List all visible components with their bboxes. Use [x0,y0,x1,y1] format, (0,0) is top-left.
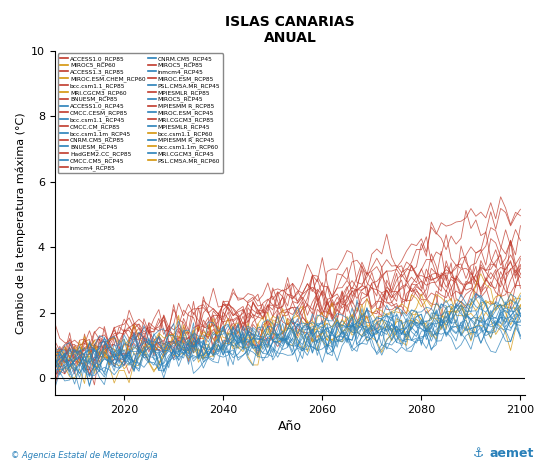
Text: © Agencia Estatal de Meteorología: © Agencia Estatal de Meteorología [11,451,158,460]
Text: aemet: aemet [489,447,534,460]
Y-axis label: Cambio de la temperatura máxima (°C): Cambio de la temperatura máxima (°C) [15,112,25,334]
Legend: ACCESS1.0_RCP85, MIROC5_RCP60, ACCESS1.3_RCP85, MIROC.ESM.CHEM_RCP60, bcc.csm1.1: ACCESS1.0_RCP85, MIROC5_RCP60, ACCESS1.3… [58,54,223,173]
Title: ISLAS CANARIAS
ANUAL: ISLAS CANARIAS ANUAL [226,15,355,45]
Text: ⚓: ⚓ [473,447,484,460]
X-axis label: Año: Año [278,420,302,433]
